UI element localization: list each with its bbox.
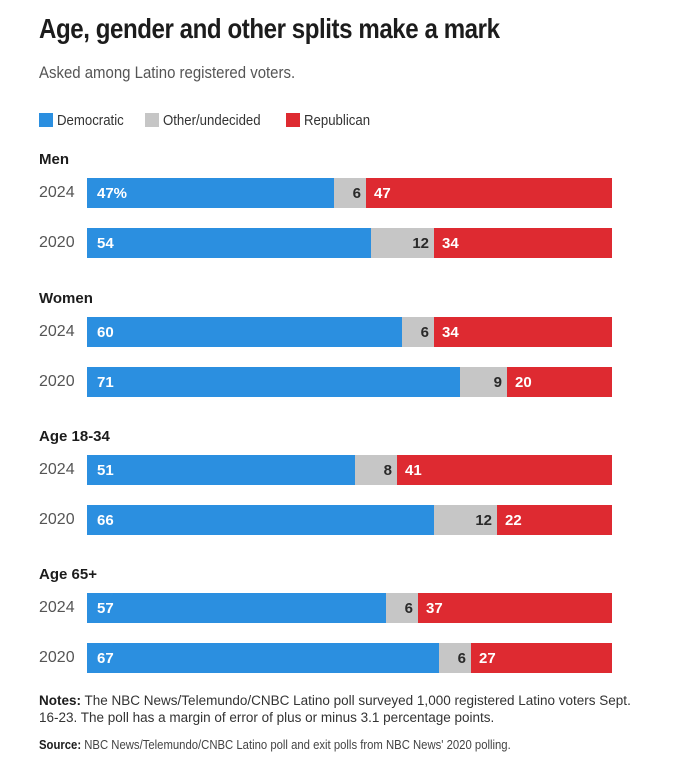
year-label: 2020: [39, 234, 75, 251]
bar-segment-democratic: 54: [87, 228, 371, 258]
legend-label-republican: Republican: [303, 111, 370, 129]
bar-segment-other: 6: [386, 593, 418, 623]
chart-notes: Notes: The NBC News/Telemundo/CNBC Latin…: [39, 692, 639, 726]
data-label-other: 6: [420, 323, 429, 341]
legend-item-other: Other/undecided: [144, 111, 274, 129]
chart-source: Source: NBC News/Telemundo/CNBC Latino p…: [39, 737, 578, 752]
data-label-republican: 34: [442, 323, 459, 341]
legend-swatch-republican: [285, 113, 300, 127]
bar-segment-republican: 27: [471, 643, 612, 673]
bar-row-age-18-34-2024: 51 8 41: [87, 455, 612, 485]
bar-segment-other: 8: [355, 455, 397, 485]
data-label-other: 6: [457, 649, 466, 667]
data-label-republican: 47: [374, 184, 391, 202]
data-label-other: 12: [412, 234, 429, 252]
bar-segment-democratic: 71: [87, 367, 460, 397]
bar-segment-republican: 22: [497, 505, 612, 535]
year-label: 2024: [39, 323, 75, 340]
data-label-republican: 34: [442, 234, 459, 252]
year-label: 2020: [39, 373, 75, 390]
data-label-republican: 22: [505, 511, 522, 529]
legend-label-other: Other/undecided: [162, 111, 261, 129]
bar-segment-democratic: 51: [87, 455, 355, 485]
bar-row-men-2024: 47% 6 47: [87, 178, 612, 208]
bar-segment-republican: 47: [366, 178, 612, 208]
data-label-republican: 37: [426, 599, 443, 617]
bar-segment-democratic: 67: [87, 643, 439, 673]
bar-segment-other: 12: [434, 505, 497, 535]
year-label: 2024: [39, 461, 75, 478]
group-label-women: Women: [39, 290, 93, 307]
chart-subtitle: Asked among Latino registered voters.: [39, 63, 296, 82]
year-label: 2020: [39, 649, 75, 666]
bar-row-age-65-2024: 57 6 37: [87, 593, 612, 623]
data-label-other: 9: [493, 373, 502, 391]
legend-swatch-democratic: [39, 113, 53, 127]
group-label-men: Men: [39, 151, 69, 168]
bar-segment-other: 6: [334, 178, 366, 208]
bar-segment-republican: 41: [397, 455, 612, 485]
bar-segment-republican: 34: [434, 228, 612, 258]
bar-segment-other: 6: [402, 317, 434, 347]
bar-row-women-2020: 71 9 20: [87, 367, 612, 397]
bar-segment-democratic: 66: [87, 505, 434, 535]
chart-legend: Democratic Other/undecided Republican: [39, 110, 391, 130]
legend-item-democratic: Democratic: [39, 112, 133, 129]
bar-segment-other: 9: [460, 367, 507, 397]
legend-label-democratic: Democratic: [57, 111, 124, 129]
bar-row-men-2020: 54 12 34: [87, 228, 612, 258]
data-label-democratic: 54: [97, 234, 114, 252]
data-label-other: 6: [404, 599, 413, 617]
legend-swatch-other: [144, 113, 159, 127]
source-text: NBC News/Telemundo/CNBC Latino poll and …: [84, 737, 511, 752]
bar-segment-republican: 34: [434, 317, 612, 347]
year-label: 2020: [39, 511, 75, 528]
bar-row-age-18-34-2020: 66 12 22: [87, 505, 612, 535]
notes-label: Notes:: [39, 693, 82, 708]
data-label-democratic: 60: [97, 323, 114, 341]
bar-segment-other: 12: [371, 228, 434, 258]
bar-segment-other: 6: [439, 643, 471, 673]
data-label-other: 6: [352, 184, 361, 202]
data-label-democratic: 67: [97, 649, 114, 667]
data-label-democratic: 57: [97, 599, 114, 617]
bar-row-women-2024: 60 6 34: [87, 317, 612, 347]
bar-segment-democratic: 57: [87, 593, 386, 623]
bar-segment-republican: 37: [418, 593, 612, 623]
bar-segment-democratic: 60: [87, 317, 402, 347]
notes-text: The NBC News/Telemundo/CNBC Latino poll …: [39, 693, 631, 725]
data-label-other: 12: [475, 511, 492, 529]
year-label: 2024: [39, 184, 75, 201]
bar-segment-republican: 20: [507, 367, 612, 397]
legend-item-republican: Republican: [285, 111, 379, 129]
data-label-democratic: 51: [97, 461, 114, 479]
bar-row-age-65-2020: 67 6 27: [87, 643, 612, 673]
data-label-republican: 20: [515, 373, 532, 391]
source-label: Source:: [39, 737, 82, 752]
group-label-age-18-34: Age 18-34: [39, 428, 110, 445]
group-label-age-65: Age 65+: [39, 566, 97, 583]
data-label-democratic: 71: [97, 373, 114, 391]
data-label-democratic: 66: [97, 511, 114, 529]
data-label-republican: 41: [405, 461, 422, 479]
year-label: 2024: [39, 599, 75, 616]
data-label-other: 8: [383, 461, 392, 479]
data-label-democratic: 47%: [97, 184, 128, 202]
chart-title: Age, gender and other splits make a mark: [39, 13, 500, 44]
bar-segment-democratic: 47%: [87, 178, 334, 208]
data-label-republican: 27: [479, 649, 496, 667]
